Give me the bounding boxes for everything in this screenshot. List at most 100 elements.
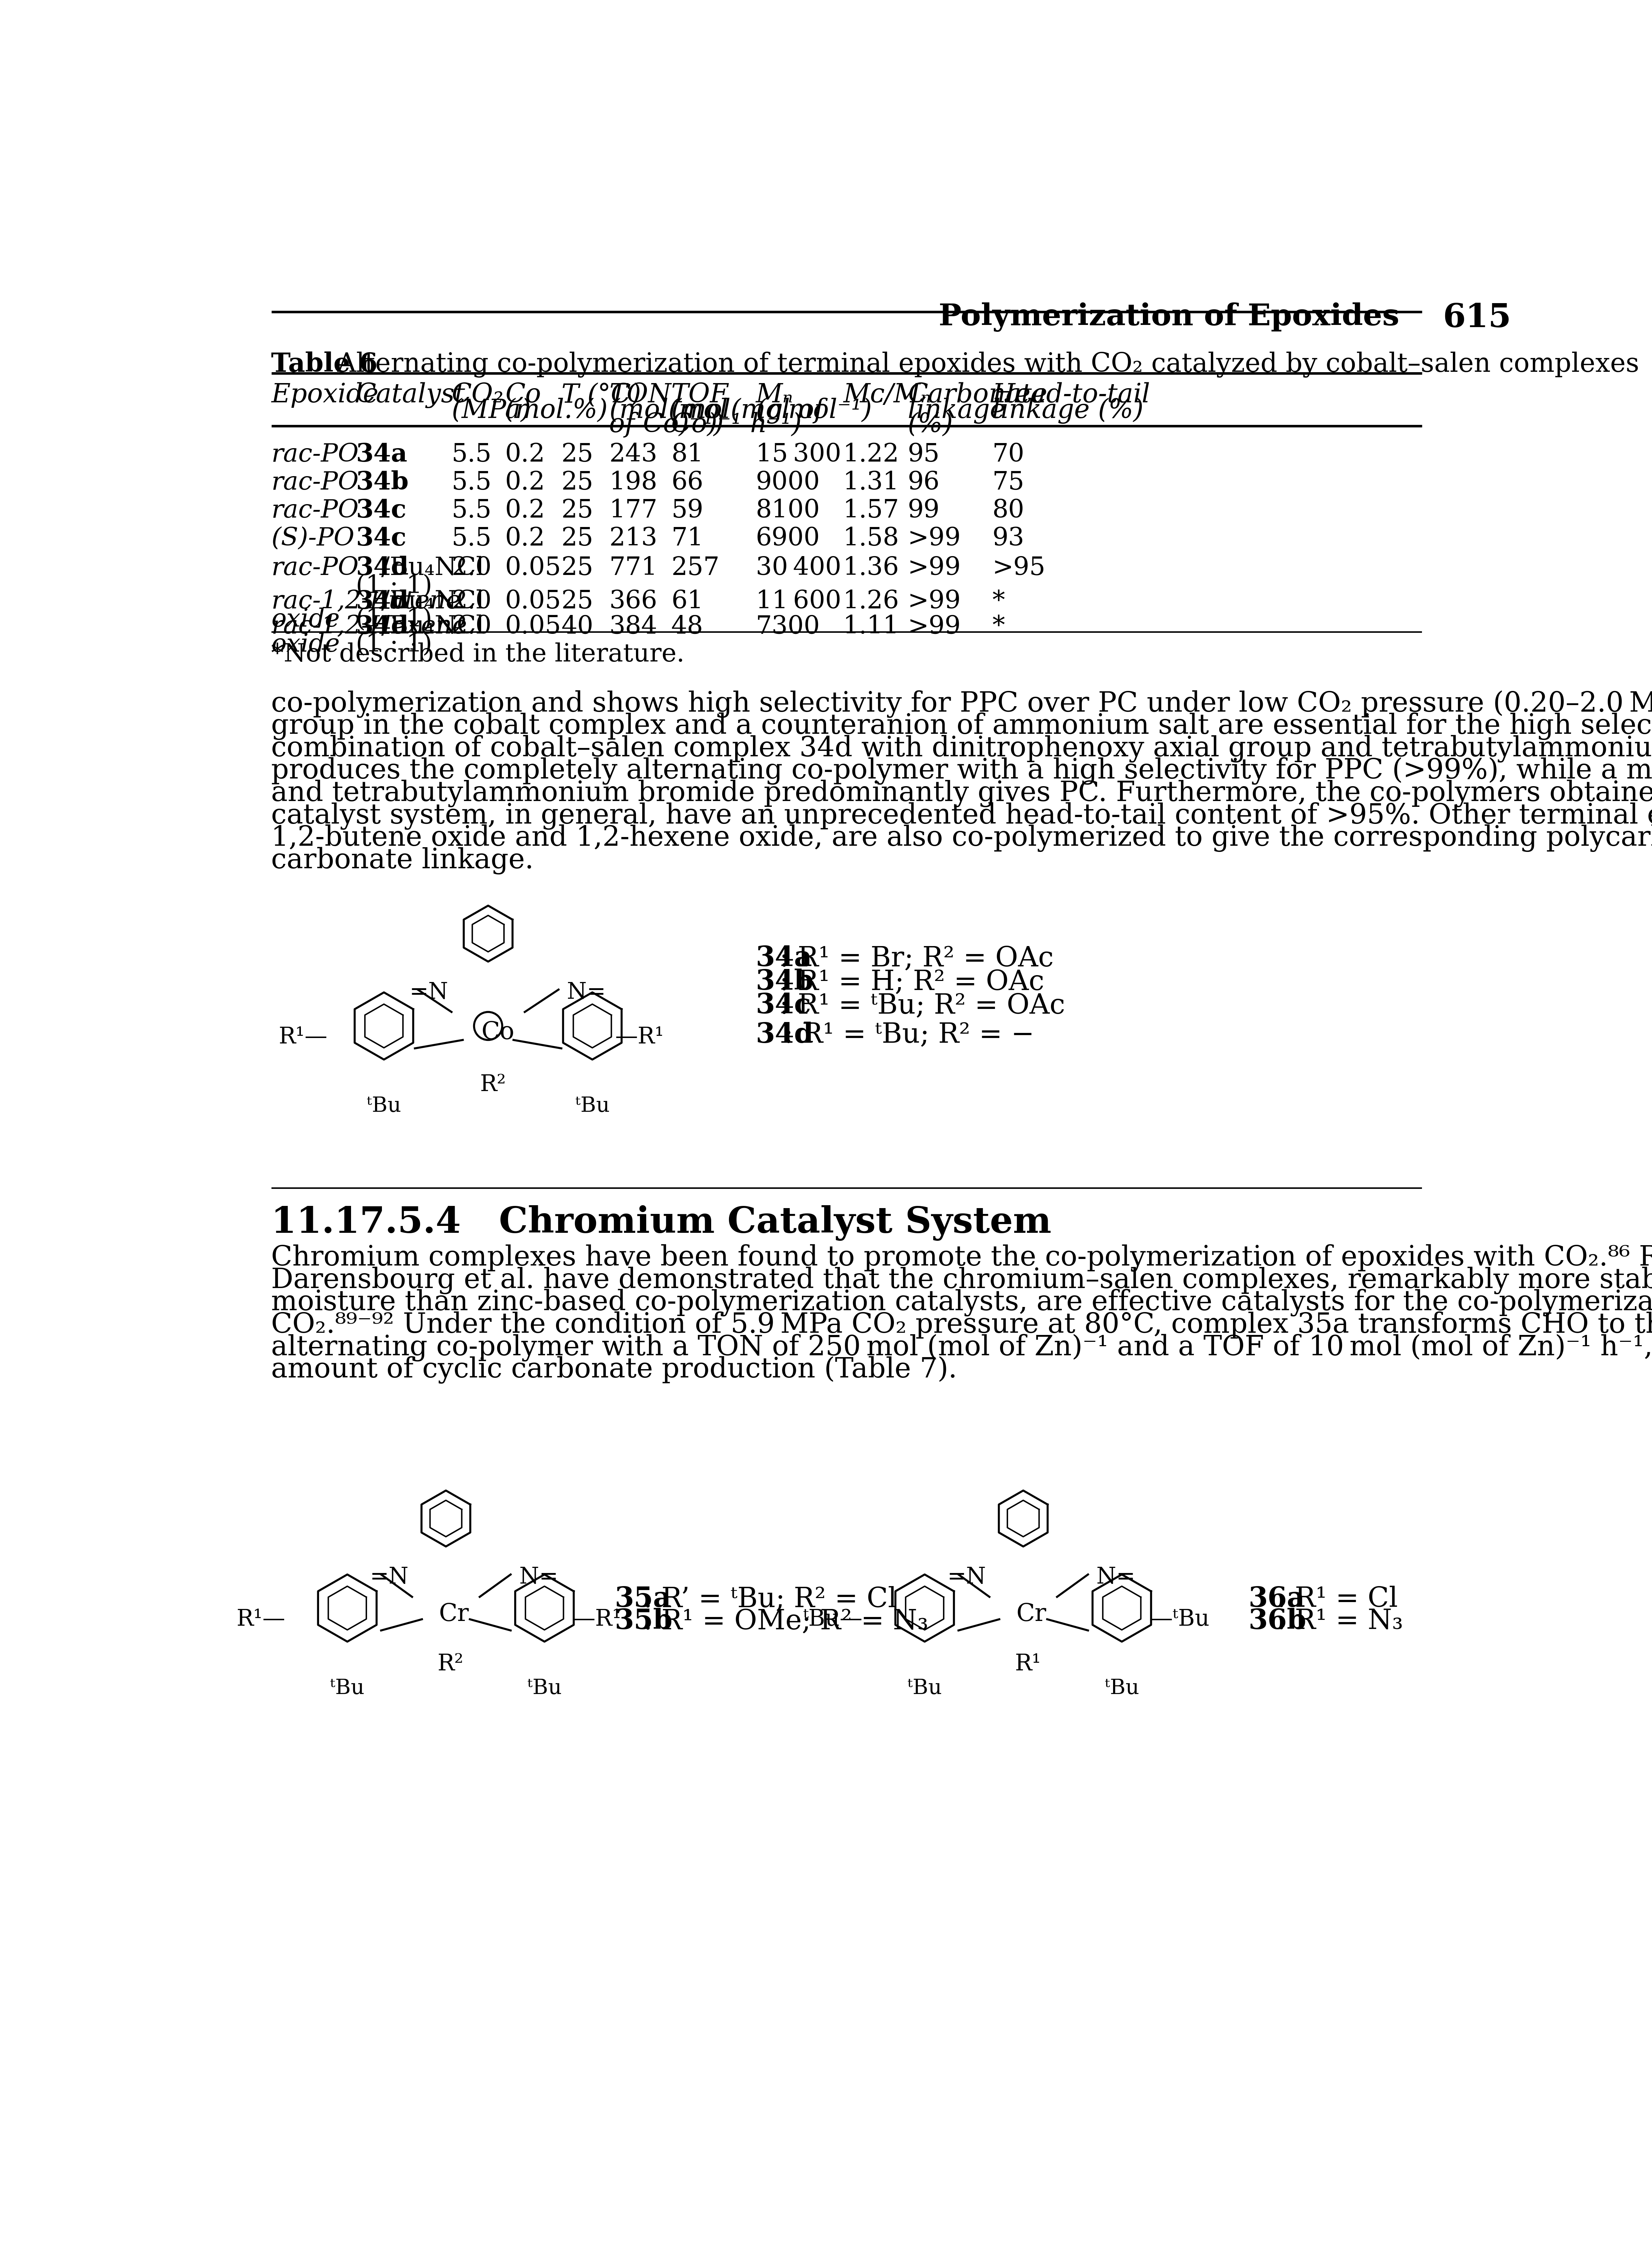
Text: ᵗBu: ᵗBu <box>1105 1678 1138 1699</box>
Text: 25: 25 <box>562 471 593 496</box>
Text: Co: Co <box>506 383 540 408</box>
Text: 6900: 6900 <box>755 527 819 550</box>
Text: 30 400: 30 400 <box>755 556 841 579</box>
Text: (%): (%) <box>907 412 953 437</box>
Text: : R’ = ᵗBu; R² = Cl: : R’ = ᵗBu; R² = Cl <box>643 1586 897 1613</box>
Text: 0.2: 0.2 <box>506 527 545 550</box>
Text: TON: TON <box>610 383 671 408</box>
Text: 36b: 36b <box>1249 1609 1307 1636</box>
Text: =N: =N <box>947 1566 986 1588</box>
Text: R¹: R¹ <box>1014 1654 1041 1674</box>
Text: rac-1,2-Hexene: rac-1,2-Hexene <box>271 615 468 640</box>
Text: 1.58: 1.58 <box>843 527 899 550</box>
Text: >99: >99 <box>907 590 961 613</box>
Text: 257: 257 <box>671 556 719 579</box>
Text: =N: =N <box>410 982 448 1003</box>
Text: 1.31: 1.31 <box>843 471 899 496</box>
Text: 25: 25 <box>562 590 593 613</box>
Text: 34a: 34a <box>355 442 408 466</box>
Text: (mol.%): (mol.%) <box>506 399 608 424</box>
Text: 34d: 34d <box>355 590 408 613</box>
Text: amount of cyclic carbonate production (Table 7).: amount of cyclic carbonate production (T… <box>271 1356 957 1383</box>
Text: 75: 75 <box>993 471 1024 496</box>
Text: rac-PO: rac-PO <box>271 556 358 579</box>
Text: 2.0: 2.0 <box>451 615 492 638</box>
Text: Catalyst: Catalyst <box>355 383 464 408</box>
Text: ᵗBu: ᵗBu <box>527 1678 562 1699</box>
Text: 384: 384 <box>610 615 657 638</box>
Text: and tetrabutylammonium bromide predominantly gives PC. Furthermore, the co-polym: and tetrabutylammonium bromide predomina… <box>271 780 1652 807</box>
Text: Polymerization of Epoxides: Polymerization of Epoxides <box>938 302 1399 331</box>
Text: Darensbourg et al. have demonstrated that the chromium–salen complexes, remarkab: Darensbourg et al. have demonstrated tha… <box>271 1266 1652 1293</box>
Text: ᵗBu: ᵗBu <box>907 1678 942 1699</box>
Text: 0.2: 0.2 <box>506 498 545 523</box>
Text: 34a: 34a <box>755 944 813 971</box>
Text: 25: 25 <box>562 442 593 466</box>
Text: (1 : 1): (1 : 1) <box>355 633 433 658</box>
Text: Carbonate: Carbonate <box>907 383 1047 408</box>
Text: TOF: TOF <box>671 383 729 408</box>
Text: 1,2-butene oxide and 1,2-hexene oxide, are also co-polymerized to give the corre: 1,2-butene oxide and 1,2-hexene oxide, a… <box>271 825 1652 852</box>
Text: —R¹: —R¹ <box>615 1025 664 1048</box>
Text: Alternating co-polymerization of terminal epoxides with CO₂ catalyzed by cobalt–: Alternating co-polymerization of termina… <box>320 351 1639 379</box>
Text: alternating co-polymer with a TON of 250 mol (mol of Zn)⁻¹ and a TOF of 10 mol (: alternating co-polymer with a TON of 250… <box>271 1334 1652 1361</box>
Text: rac-PO: rac-PO <box>271 498 358 523</box>
Text: /Bu₄NCl: /Bu₄NCl <box>382 590 484 613</box>
Text: R¹—: R¹— <box>279 1025 327 1048</box>
Text: 0.05: 0.05 <box>506 556 562 579</box>
Text: : R¹ = Cl: : R¹ = Cl <box>1277 1586 1398 1613</box>
Text: ᵗBu—: ᵗBu— <box>803 1609 862 1631</box>
Text: 48: 48 <box>671 615 704 638</box>
Text: 34b: 34b <box>355 471 408 496</box>
Text: ᵗBu: ᵗBu <box>367 1095 401 1115</box>
Text: 0.2: 0.2 <box>506 442 545 466</box>
Text: : R¹ = OMe; R² = N₃: : R¹ = OMe; R² = N₃ <box>643 1609 928 1636</box>
Text: Table 6: Table 6 <box>271 351 378 376</box>
Text: N=: N= <box>1097 1566 1135 1588</box>
Text: ᵗBu: ᵗBu <box>575 1095 610 1115</box>
Text: 40: 40 <box>562 615 593 638</box>
Text: moisture than zinc-based co-polymerization catalysts, are effective catalysts fo: moisture than zinc-based co-polymerizati… <box>271 1289 1652 1316</box>
Text: —R¹: —R¹ <box>573 1609 621 1631</box>
Text: rac-PO: rac-PO <box>271 442 358 466</box>
Text: 9000: 9000 <box>755 471 819 496</box>
Text: >99: >99 <box>907 556 961 579</box>
Text: 35b: 35b <box>615 1609 672 1636</box>
Text: oxide: oxide <box>271 608 340 631</box>
Text: 35a: 35a <box>615 1586 671 1613</box>
Text: 198: 198 <box>610 471 657 496</box>
Text: (S)-PO: (S)-PO <box>271 527 355 550</box>
Text: 34c: 34c <box>755 991 811 1018</box>
Text: R¹—: R¹— <box>236 1609 286 1631</box>
Text: 243: 243 <box>610 442 657 466</box>
Text: 1.22: 1.22 <box>843 442 899 466</box>
Text: 81: 81 <box>671 442 704 466</box>
Text: : R¹ = ᵗBu; R² = −: : R¹ = ᵗBu; R² = − <box>783 1023 1034 1048</box>
Text: rac-1,2-Butene: rac-1,2-Butene <box>271 590 461 613</box>
Text: /Bu₄NCl: /Bu₄NCl <box>382 615 484 638</box>
Text: 66: 66 <box>671 471 704 496</box>
Text: T (°C): T (°C) <box>562 383 641 408</box>
Text: 5.5: 5.5 <box>451 442 492 466</box>
Text: *: * <box>993 590 1004 613</box>
Text: : R¹ = H; R² = OAc: : R¹ = H; R² = OAc <box>780 969 1044 996</box>
Text: combination of cobalt–salen complex 34d with dinitrophenoxy axial group and tetr: combination of cobalt–salen complex 34d … <box>271 734 1652 762</box>
Text: 25: 25 <box>562 556 593 579</box>
Text: 93: 93 <box>993 527 1024 550</box>
Text: 15 300: 15 300 <box>755 442 841 466</box>
Text: 8100: 8100 <box>755 498 819 523</box>
Text: *: * <box>993 615 1004 638</box>
Text: (mol(mol of: (mol(mol of <box>671 399 824 424</box>
Text: rac-PO: rac-PO <box>271 471 358 496</box>
Text: 61: 61 <box>671 590 704 613</box>
Text: 1.26: 1.26 <box>843 590 899 613</box>
Text: oxide: oxide <box>271 633 340 658</box>
Text: Mₙ: Mₙ <box>755 383 793 408</box>
Text: ᵗBu: ᵗBu <box>330 1678 365 1699</box>
Text: 11 600: 11 600 <box>755 590 841 613</box>
Text: Co: Co <box>481 1021 514 1043</box>
Text: co-polymerization and shows high selectivity for PPC over PC under low CO₂ press: co-polymerization and shows high selecti… <box>271 689 1652 719</box>
Text: 2.0: 2.0 <box>451 556 492 579</box>
Text: linkage: linkage <box>907 399 1006 424</box>
Text: 771: 771 <box>610 556 657 579</box>
